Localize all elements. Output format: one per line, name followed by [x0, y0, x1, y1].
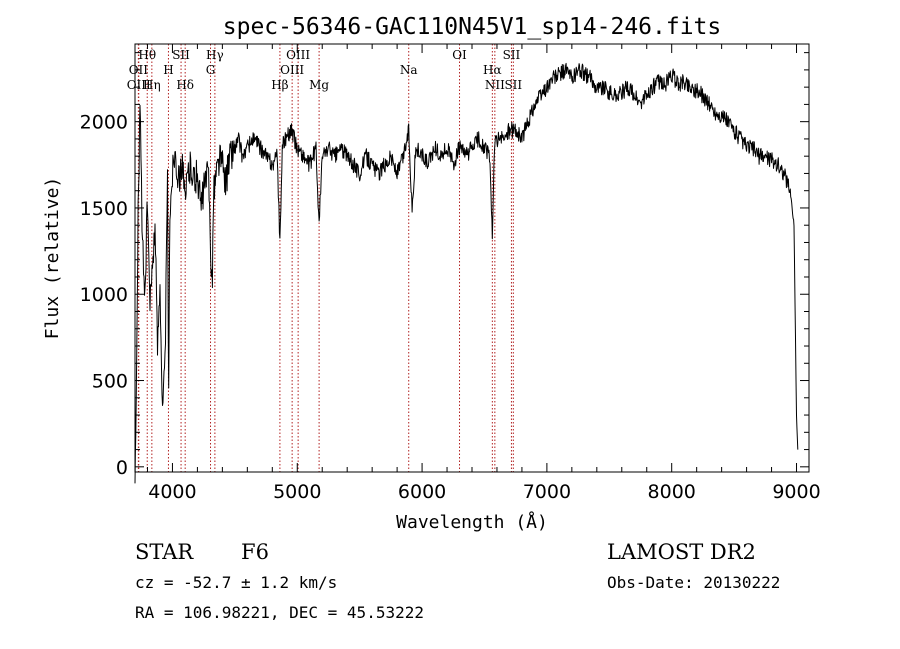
x-tick-label: 5000 [273, 481, 321, 503]
line-marker-label: Hδ [176, 78, 194, 92]
line-marker-label: Hθ [138, 48, 156, 62]
line-marker-label: Hα [483, 63, 502, 77]
y-tick-label: 1500 [80, 198, 128, 220]
line-marker-label: SII [504, 78, 522, 92]
plot-frame [134, 43, 810, 473]
line-marker-label: Na [400, 63, 418, 77]
y-tick-label: 2000 [80, 112, 128, 134]
line-marker-label: NII [485, 78, 505, 92]
x-tick-label: 8000 [648, 481, 696, 503]
line-marker-label: OI [452, 48, 467, 62]
redshift-velocity: cz = -52.7 ± 1.2 km/s [135, 573, 338, 592]
y-tick-label: 0 [116, 457, 128, 479]
line-marker-label: H [163, 63, 173, 77]
y-tick-label: 500 [92, 371, 128, 393]
line-marker-label: OIII [280, 63, 304, 77]
line-marker-label: Hη [143, 78, 161, 92]
x-tick-label: 7000 [523, 481, 571, 503]
x-axis-label: Wavelength (Å) [396, 511, 548, 533]
line-marker-label: SII [172, 48, 190, 62]
sky-coordinates: RA = 106.98221, DEC = 45.53222 [135, 603, 424, 622]
x-tick-label: 9000 [772, 481, 820, 503]
survey-name: LAMOST DR2 [607, 540, 756, 564]
line-marker-label: OIII [286, 48, 310, 62]
line-marker-label: G [206, 63, 216, 77]
object-subclass: F6 [241, 540, 269, 564]
observation-date: Obs-Date: 20130222 [607, 573, 781, 592]
line-marker-label: Hγ [206, 48, 224, 62]
x-tick-label: 4000 [148, 481, 196, 503]
y-axis-label: Flux (relative) [42, 177, 63, 340]
line-marker-label: OIII [127, 78, 151, 92]
object-class: STAR [135, 540, 194, 564]
line-marker-label: Hβ [271, 78, 288, 92]
spectrum-line [134, 62, 799, 484]
line-marker-label: Mg [309, 78, 329, 92]
chart-title: spec-56346-GAC110N45V1_sp14-246.fits [223, 14, 722, 40]
x-tick-label: 6000 [398, 481, 446, 503]
y-tick-label: 1000 [80, 284, 128, 306]
line-marker-label: SII [503, 48, 521, 62]
